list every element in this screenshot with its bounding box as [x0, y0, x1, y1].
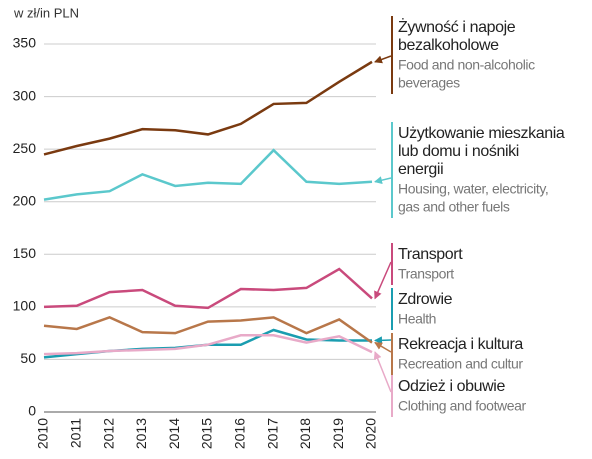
legend-label-en: Recreation and cultur	[398, 356, 523, 372]
x-tick-label: 2011	[68, 418, 84, 448]
series-line	[43, 333, 373, 356]
x-tick-label: 2015	[199, 418, 215, 449]
x-tick-label: 2018	[297, 418, 313, 449]
series-line	[43, 316, 373, 344]
legend-label: energii	[398, 161, 443, 178]
series-line	[43, 267, 373, 310]
legend-arrow	[374, 336, 392, 345]
legend-label-en: Health	[398, 311, 436, 327]
series-line	[43, 60, 373, 156]
y-tick-label: 200	[13, 192, 37, 208]
y-tick-label: 300	[13, 87, 37, 103]
legend-label: Rekreacja i kultura	[398, 336, 523, 353]
legend-label-en: gas and other fuels	[398, 199, 510, 215]
legend-label-en: Housing, water, electricity,	[398, 181, 548, 197]
legend-arrow	[373, 351, 392, 393]
x-tick-label: 2019	[330, 418, 346, 449]
series-line	[43, 148, 373, 201]
legend-label-en: Food and non-alcoholic	[398, 57, 535, 73]
y-axis-label: w zł/in PLN	[13, 5, 79, 20]
x-tick-label: 2017	[264, 418, 280, 449]
legend-label: Żywność i napoje	[398, 17, 516, 36]
y-tick-label: 350	[13, 35, 37, 51]
x-tick-label: 2013	[133, 418, 149, 449]
y-tick-label: 0	[28, 403, 36, 419]
legend-label-en: Clothing and footwear	[398, 398, 527, 414]
legend-arrow	[374, 341, 392, 353]
legend-label: lub domu i nośniki	[398, 143, 519, 160]
legend-arrow	[374, 176, 392, 185]
legend-label-en: Transport	[398, 266, 454, 282]
x-tick-label: 2010	[35, 418, 51, 449]
legend-label: Transport	[398, 246, 463, 263]
y-tick-label: 250	[13, 140, 37, 156]
y-tick-label: 50	[20, 350, 36, 366]
x-tick-label: 2020	[363, 418, 379, 449]
legend-label-en: beverages	[398, 75, 460, 91]
legend-arrow	[374, 261, 392, 300]
legend-label: Odzież i obuwie	[398, 378, 505, 395]
legend-arrow	[374, 55, 392, 64]
legend-label: Użytkowanie mieszkania	[398, 125, 565, 142]
x-tick-label: 2012	[100, 418, 116, 449]
x-tick-label: 2014	[166, 418, 182, 449]
x-tick-label: 2016	[232, 418, 248, 449]
legend-label: bezalkoholowe	[398, 37, 499, 54]
y-tick-label: 150	[13, 245, 37, 261]
y-tick-label: 100	[13, 298, 37, 314]
legend-label: Zdrowie	[398, 291, 453, 308]
